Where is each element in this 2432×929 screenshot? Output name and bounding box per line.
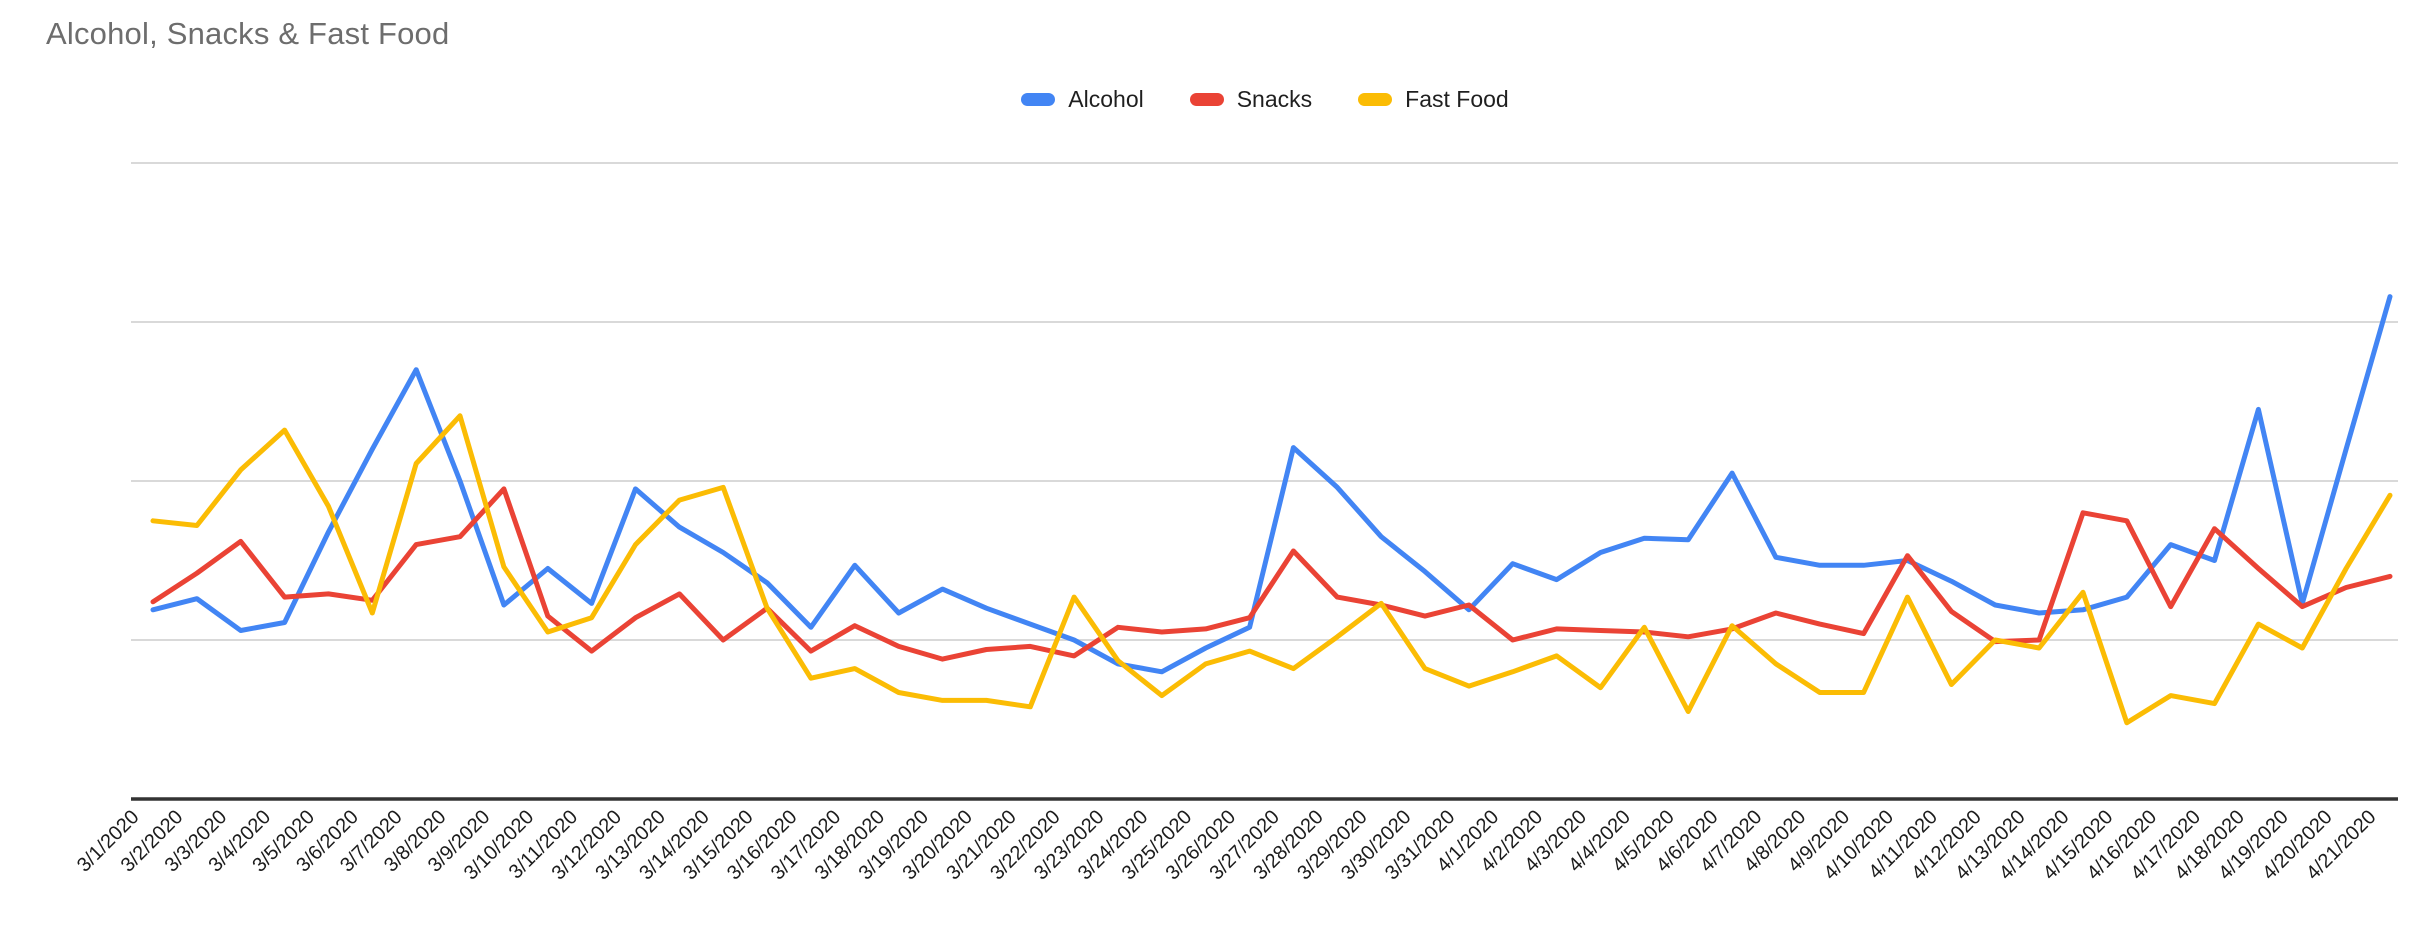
series-line-alcohol: [150, 294, 2393, 675]
legend-label: Fast Food: [1405, 86, 1509, 112]
legend-swatch: [1021, 93, 1056, 106]
legend-label: Alcohol: [1068, 86, 1144, 112]
legend-item-alcohol: Alcohol: [1021, 86, 1144, 113]
legend-swatch: [1358, 93, 1393, 106]
series-line-snacks: [150, 486, 2393, 662]
legend-item-snacks: Snacks: [1189, 86, 1313, 113]
chart-legend: Alcohol Snacks Fast Food: [135, 86, 2395, 113]
legend-label: Snacks: [1236, 86, 1313, 112]
series-line-fast-food: [150, 413, 2393, 726]
legend-swatch: [1189, 93, 1224, 106]
legend-item-fast-food: Fast Food: [1358, 86, 1509, 113]
page-title: Alcohol, Snacks & Fast Food: [46, 16, 450, 51]
